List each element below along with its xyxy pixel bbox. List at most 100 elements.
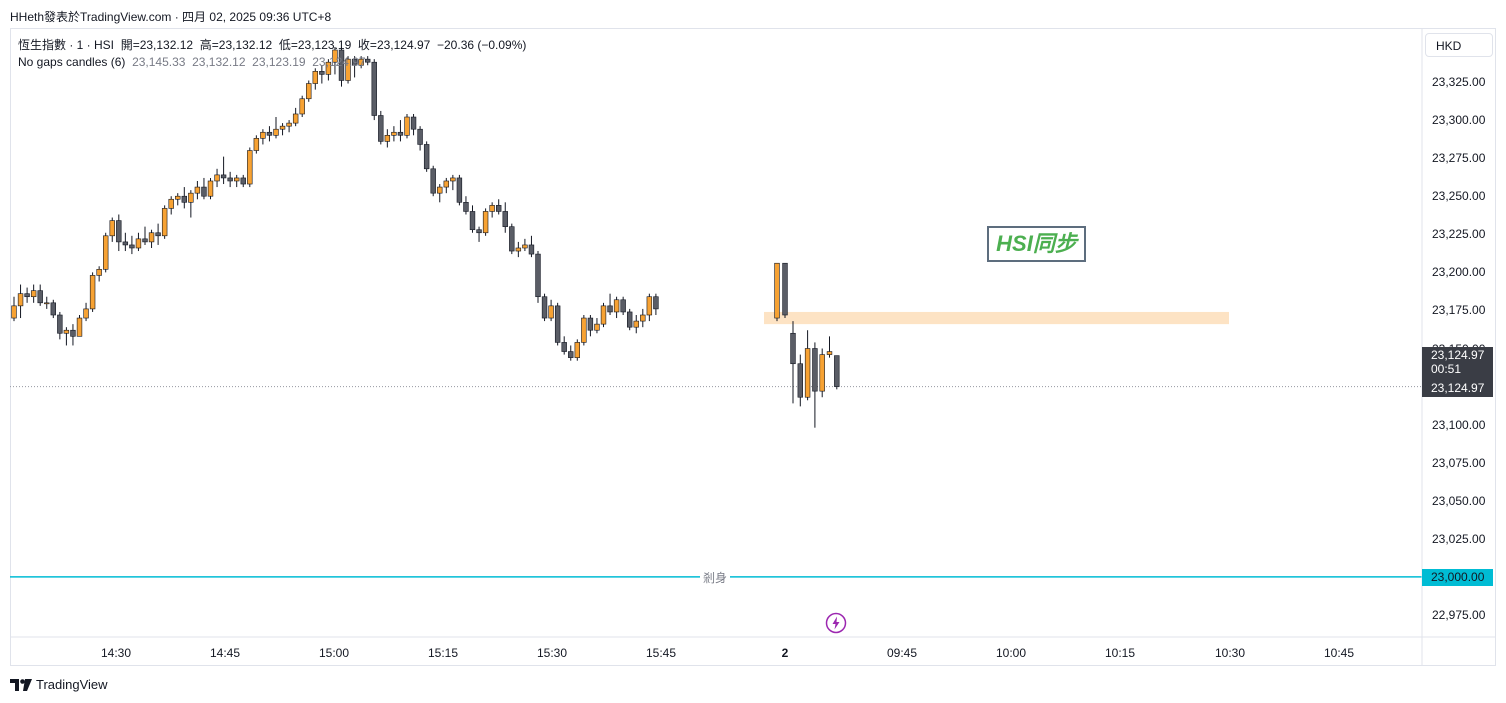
candle[interactable] [423, 141, 430, 172]
candle[interactable] [312, 68, 318, 90]
candle[interactable] [443, 177, 449, 194]
candle[interactable] [214, 168, 220, 188]
candle[interactable] [155, 223, 161, 245]
candle[interactable] [24, 287, 30, 303]
candle[interactable] [89, 272, 96, 312]
candle[interactable] [260, 129, 266, 145]
hline-label[interactable]: 剎身 [700, 569, 731, 586]
lightning-icon[interactable] [825, 612, 847, 634]
candle[interactable] [44, 296, 50, 309]
candle[interactable] [476, 226, 482, 242]
candle[interactable] [220, 156, 227, 185]
candle[interactable] [148, 229, 155, 248]
candle[interactable] [430, 165, 436, 197]
candle[interactable] [299, 95, 305, 118]
candle[interactable] [266, 126, 273, 142]
candle[interactable] [194, 180, 201, 200]
candle[interactable] [332, 46, 338, 75]
legend-symbol[interactable]: 恆生指數 · 1 · HSI [18, 38, 115, 52]
candle[interactable] [812, 342, 818, 428]
candle[interactable] [364, 56, 371, 66]
candle[interactable] [819, 348, 825, 398]
candle[interactable] [50, 299, 57, 319]
candle[interactable] [515, 241, 522, 258]
candle[interactable] [646, 293, 653, 322]
candle[interactable] [286, 120, 292, 133]
candle[interactable] [594, 318, 600, 334]
candle[interactable] [181, 187, 187, 209]
candle[interactable] [273, 117, 279, 139]
candle[interactable] [417, 126, 423, 151]
candle[interactable] [135, 232, 142, 252]
candle[interactable] [613, 296, 620, 319]
candle[interactable] [587, 314, 594, 337]
candle[interactable] [188, 190, 194, 218]
candle[interactable] [548, 299, 554, 322]
candle[interactable] [574, 339, 581, 361]
candle[interactable] [581, 314, 587, 346]
candle[interactable] [437, 184, 443, 203]
candle[interactable] [495, 199, 502, 215]
candle[interactable] [325, 59, 332, 81]
candle[interactable] [456, 174, 463, 206]
candle[interactable] [358, 56, 364, 69]
candle[interactable] [63, 327, 70, 346]
candle[interactable] [109, 217, 115, 242]
candle[interactable] [83, 302, 89, 322]
candle[interactable] [57, 311, 63, 340]
candle[interactable] [528, 235, 535, 258]
candle[interactable] [633, 314, 639, 334]
candle[interactable] [626, 308, 633, 331]
candle[interactable] [227, 171, 233, 188]
candle[interactable] [116, 214, 122, 252]
candle[interactable] [384, 129, 391, 148]
candle[interactable] [797, 354, 804, 407]
candle[interactable] [338, 46, 345, 87]
candle[interactable] [371, 59, 377, 121]
candle[interactable] [279, 123, 286, 136]
candle[interactable] [247, 147, 253, 188]
candle[interactable] [37, 284, 43, 306]
candle[interactable] [600, 302, 607, 328]
candle[interactable] [345, 56, 351, 84]
hsi-text-annotation[interactable]: HSI同步 [987, 226, 1086, 262]
candle[interactable] [463, 196, 469, 215]
candle[interactable] [482, 208, 489, 236]
candle[interactable] [17, 284, 24, 319]
candle[interactable] [306, 80, 312, 102]
candle[interactable] [234, 174, 240, 188]
candle[interactable] [469, 205, 476, 233]
candle[interactable] [76, 314, 83, 337]
candle[interactable] [790, 321, 796, 404]
candle[interactable] [450, 174, 456, 191]
candle[interactable] [541, 293, 548, 322]
candle[interactable] [509, 223, 515, 255]
candle[interactable] [351, 56, 358, 78]
currency-selector[interactable]: HKD [1425, 33, 1493, 57]
candle[interactable] [502, 202, 508, 233]
candle[interactable] [535, 251, 541, 303]
candle[interactable] [201, 177, 207, 200]
candle[interactable] [640, 308, 646, 328]
candle[interactable] [404, 113, 410, 139]
candle[interactable] [397, 120, 404, 142]
candle[interactable] [129, 235, 135, 255]
candle[interactable] [653, 293, 659, 315]
candle[interactable] [142, 226, 148, 245]
candle[interactable] [168, 196, 174, 215]
candle[interactable] [391, 126, 397, 142]
candle[interactable] [240, 174, 246, 188]
candle[interactable] [782, 262, 788, 319]
candle[interactable] [207, 177, 214, 200]
candle[interactable] [292, 107, 299, 127]
candle[interactable] [253, 135, 260, 154]
candle[interactable] [522, 238, 528, 252]
candle[interactable] [319, 65, 325, 84]
candle[interactable] [122, 232, 129, 252]
candle[interactable] [489, 202, 495, 218]
tradingview-logo[interactable]: TradingView [10, 677, 108, 692]
candle[interactable] [804, 330, 811, 401]
candle[interactable] [96, 266, 102, 282]
candle[interactable] [774, 262, 780, 322]
